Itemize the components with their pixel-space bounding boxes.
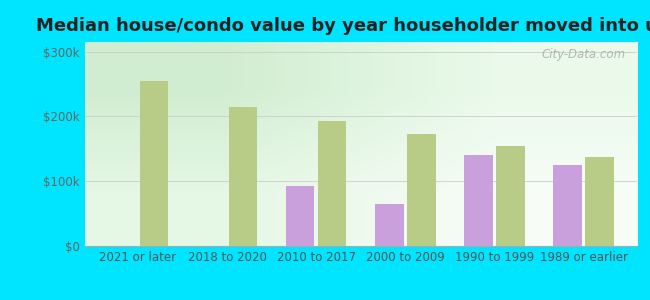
Bar (585, 157, 614, 246)
Bar (140, 81, 168, 246)
Bar (318, 121, 346, 246)
Text: City-Data.com: City-Data.com (542, 48, 626, 61)
Bar (286, 186, 315, 246)
Bar (464, 155, 493, 246)
Bar (229, 107, 257, 246)
Title: Median house/condo value by year householder moved into unit: Median house/condo value by year househo… (36, 17, 650, 35)
Bar (553, 165, 582, 246)
Bar (375, 204, 404, 246)
Bar (496, 146, 525, 246)
Bar (407, 134, 436, 246)
